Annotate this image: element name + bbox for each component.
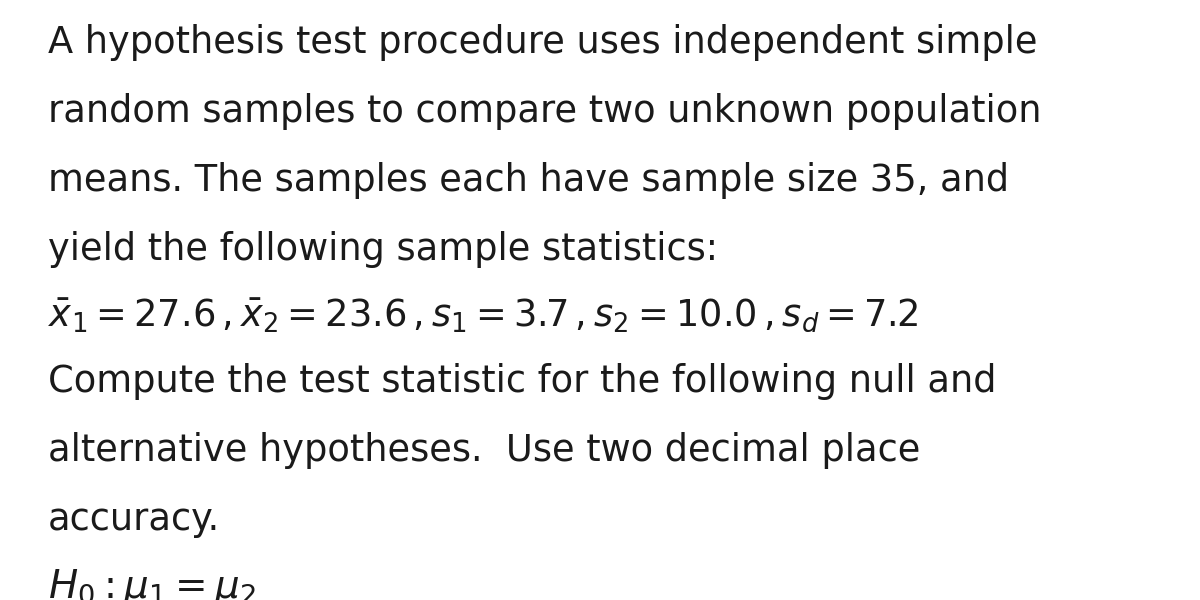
Text: alternative hypotheses.  Use two decimal place: alternative hypotheses. Use two decimal …	[48, 432, 920, 469]
Text: yield the following sample statistics:: yield the following sample statistics:	[48, 231, 718, 268]
Text: means. The samples each have sample size 35, and: means. The samples each have sample size…	[48, 162, 1009, 199]
Text: $\bar{x}_1 =27.6\,,\bar{x}_2 =23.6\,,s_1 =3.7\,,s_2 =10.0\,,s_d =7.2$: $\bar{x}_1 =27.6\,,\bar{x}_2 =23.6\,,s_1…	[48, 297, 918, 335]
Text: random samples to compare two unknown population: random samples to compare two unknown po…	[48, 93, 1042, 130]
Text: $H_0 : \mu_1 = \mu_2$: $H_0 : \mu_1 = \mu_2$	[48, 567, 256, 600]
Text: Compute the test statistic for the following null and: Compute the test statistic for the follo…	[48, 363, 996, 400]
Text: accuracy.: accuracy.	[48, 501, 221, 538]
Text: A hypothesis test procedure uses independent simple: A hypothesis test procedure uses indepen…	[48, 24, 1038, 61]
